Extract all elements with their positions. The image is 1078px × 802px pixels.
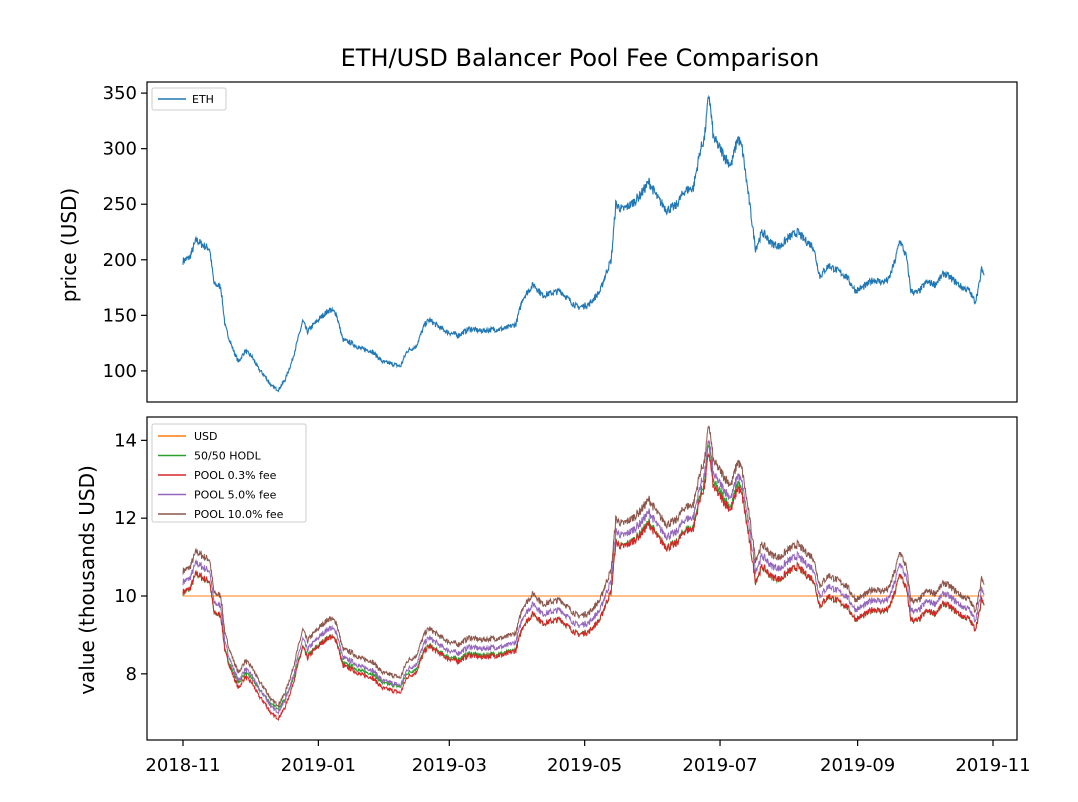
price-y-tick-label: 300 <box>103 139 137 160</box>
price-y-tick-label: 200 <box>103 250 137 271</box>
figure-title: ETH/USD Balancer Pool Fee Comparison <box>341 44 820 72</box>
price-legend-label-eth: ETH <box>192 93 214 106</box>
x-tick-label: 2019-05 <box>547 755 622 776</box>
value-y-ticks: 8 10 12 14 <box>114 430 147 685</box>
price-y-tick-label: 250 <box>103 194 137 215</box>
value-series <box>182 424 985 722</box>
x-tick-label: 2019-07 <box>682 755 757 776</box>
value-legend-label-pool-5-0-fee: POOL 5.0% fee <box>194 489 277 502</box>
price-panel: price (USD) 100 150 200 250 300 350 ETH <box>57 81 1018 403</box>
value-ylabel: value (thousands USD) <box>75 465 99 695</box>
value-legend-label-pool-10-0-fee: POOL 10.0% fee <box>194 508 284 521</box>
value-y-tick-label: 12 <box>114 508 137 529</box>
value-legend-label-usd: USD <box>194 430 218 443</box>
value-legend-label-50-50-hodl: 50/50 HODL <box>194 450 262 463</box>
value-y-tick-label: 10 <box>114 586 137 607</box>
value-legend-label-pool-0-3-fee: POOL 0.3% fee <box>194 469 277 482</box>
x-tick-label: 2018-11 <box>145 755 220 776</box>
value-y-tick-label: 8 <box>126 664 137 685</box>
value-y-tick-label: 14 <box>114 430 137 451</box>
value-axes-frame <box>146 416 1018 741</box>
price-series <box>182 94 985 393</box>
price-axes-frame <box>146 81 1018 403</box>
x-tick-label: 2019-01 <box>281 755 356 776</box>
price-y-ticks: 100 150 200 250 300 350 <box>103 83 147 382</box>
x-tick-label: 2019-09 <box>820 755 895 776</box>
x-tick-label: 2019-11 <box>955 755 1030 776</box>
x-tick-label: 2019-03 <box>412 755 487 776</box>
price-legend: ETH <box>151 87 227 111</box>
value-line-pool-5-0-fee <box>182 439 985 715</box>
price-y-tick-label: 350 <box>103 83 137 104</box>
price-y-tick-label: 150 <box>103 305 137 326</box>
price-ylabel: price (USD) <box>57 188 81 302</box>
x-axis-ticks: 2018-11 2019-01 2019-03 2019-05 2019-07 2019-… <box>145 740 1031 776</box>
price-y-tick-label: 100 <box>103 361 137 382</box>
value-legend: USD 50/50 HODL POOL 0.3% fee POOL 5.0% fee P… <box>151 423 307 523</box>
value-line-pool-10-0-fee <box>182 424 985 708</box>
price-line-eth <box>182 94 985 393</box>
value-line-pool-0-3-fee <box>182 452 985 722</box>
